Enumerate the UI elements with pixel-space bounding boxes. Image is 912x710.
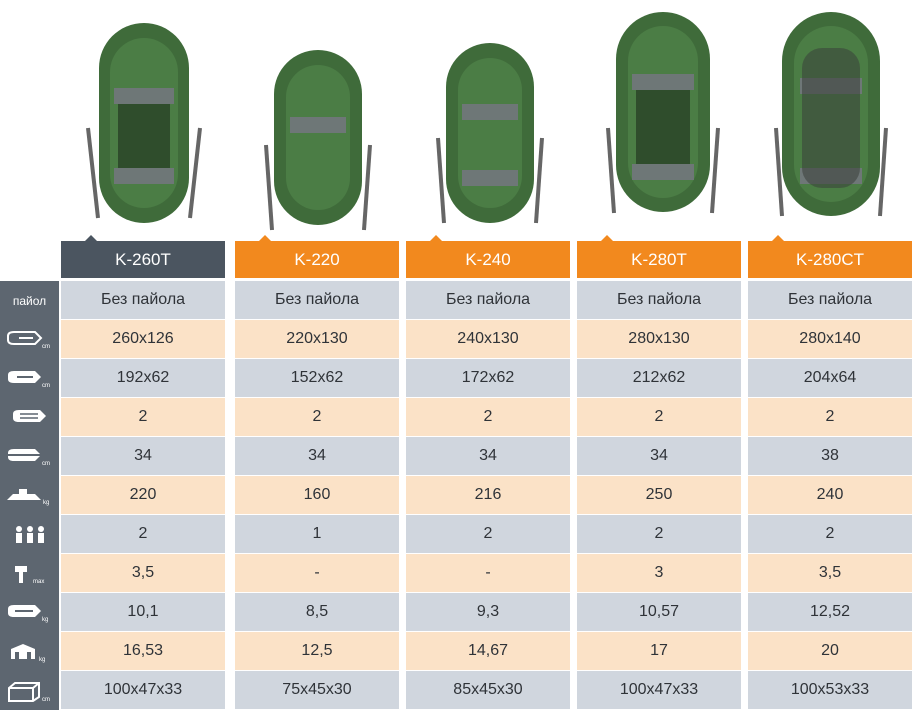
tab-notch	[85, 235, 97, 241]
table-cell: 250	[577, 476, 741, 514]
svg-text:cm: cm	[42, 461, 50, 467]
table-cell: 75x45x30	[235, 671, 399, 709]
table-cell: 2	[748, 515, 912, 553]
tab-k280t[interactable]: K-280T	[577, 235, 741, 278]
table-cell: 240x130	[406, 320, 570, 358]
boat-image-k280t	[606, 12, 720, 214]
table-cell: 3,5	[61, 554, 225, 592]
table-cell: 17	[577, 632, 741, 670]
tab-notch	[772, 235, 784, 241]
table-cell: 3,5	[748, 554, 912, 592]
boat-outer-size-icon: cm	[0, 320, 59, 359]
table-cell: 34	[235, 437, 399, 475]
table-cell: -	[406, 554, 570, 592]
table-cell: 100x47x33	[577, 671, 741, 709]
load-capacity-icon: kg	[0, 476, 59, 515]
boat-images	[0, 0, 912, 240]
svg-text:cm: cm	[42, 383, 50, 389]
spec-table: Без пайола Без пайола Без пайола Без пай…	[0, 281, 912, 710]
table-cell: 172x62	[406, 359, 570, 397]
table-cell: 2	[748, 398, 912, 436]
tab-label: K-240	[465, 250, 511, 269]
table-cell: 14,67	[406, 632, 570, 670]
table-cell: 2	[577, 515, 741, 553]
boat-image-k240	[436, 43, 544, 224]
model-tabs: K-260T K-220 K-240 K-280T K-280CT	[0, 235, 912, 278]
table-cell: 192x62	[61, 359, 225, 397]
table-cell: 2	[61, 515, 225, 553]
table-cell: 20	[748, 632, 912, 670]
table-cell: 8,5	[235, 593, 399, 631]
tab-k220[interactable]: K-220	[235, 235, 399, 278]
tab-notch	[601, 235, 613, 241]
table-cell: 38	[748, 437, 912, 475]
table-cell: 100x47x33	[61, 671, 225, 709]
table-cell: 220	[61, 476, 225, 514]
tab-k260t[interactable]: K-260T	[61, 235, 225, 278]
table-cell: Без пайола	[406, 281, 570, 319]
floor-label: пайол	[0, 281, 59, 320]
table-cell: 2	[406, 398, 570, 436]
table-cell: 2	[235, 398, 399, 436]
table-cell: 1	[235, 515, 399, 553]
svg-text:kg: kg	[43, 500, 49, 506]
tab-label: K-260T	[115, 250, 171, 269]
table-cell: 12,5	[235, 632, 399, 670]
table-cell: 10,57	[577, 593, 741, 631]
table-cell: Без пайола	[61, 281, 225, 319]
floor-label-text: пайол	[12, 293, 47, 308]
table-cell: 204x64	[748, 359, 912, 397]
table-cell: 34	[406, 437, 570, 475]
boat-chambers-icon	[0, 398, 59, 437]
table-cell: 3	[577, 554, 741, 592]
table-cell: 216	[406, 476, 570, 514]
table-cell: 2	[577, 398, 741, 436]
tab-k240[interactable]: K-240	[406, 235, 570, 278]
table-cell: 85x45x30	[406, 671, 570, 709]
tab-notch	[430, 235, 442, 241]
table-cell: 2	[61, 398, 225, 436]
table-cell: 12,52	[748, 593, 912, 631]
table-cell: 212x62	[577, 359, 741, 397]
table-cell: 34	[577, 437, 741, 475]
table-cell: 100x53x33	[748, 671, 912, 709]
table-cell: 160	[235, 476, 399, 514]
tab-k280ct[interactable]: K-280CT	[748, 235, 912, 278]
svg-text:cm: cm	[42, 697, 50, 702]
svg-text:cm: cm	[42, 344, 50, 350]
table-cell: Без пайола	[748, 281, 912, 319]
table-cell: 240	[748, 476, 912, 514]
table-cell: 34	[61, 437, 225, 475]
table-cell: 10,1	[61, 593, 225, 631]
boat-inner-size-icon: cm	[0, 359, 59, 398]
table-cell: 280x140	[748, 320, 912, 358]
table-cell: 16,53	[61, 632, 225, 670]
passengers-icon	[0, 515, 59, 554]
table-cell: 280x130	[577, 320, 741, 358]
boat-image-k220	[264, 50, 372, 231]
table-cell: 152x62	[235, 359, 399, 397]
table-cell: 2	[406, 515, 570, 553]
boat-weight-icon: kg	[0, 593, 59, 632]
svg-text:max: max	[33, 579, 44, 585]
table-cell: 9,3	[406, 593, 570, 631]
tab-label: K-280CT	[795, 250, 865, 269]
package-weight-icon: kg	[0, 632, 59, 671]
motor-power-icon: max	[0, 554, 59, 593]
svg-text:kg: kg	[39, 657, 45, 663]
spec-label-column: пайол cm cm cm kg max kg kg cm	[0, 281, 59, 710]
tab-notch	[259, 235, 271, 241]
table-cell: 260x126	[61, 320, 225, 358]
tab-label: K-280T	[631, 250, 687, 269]
tube-diameter-icon: cm	[0, 437, 59, 476]
boat-image-k260t	[86, 23, 202, 223]
tab-label: K-220	[294, 250, 340, 269]
package-size-icon: cm	[0, 671, 59, 710]
boat-image-k280ct	[774, 12, 888, 217]
table-cell: Без пайола	[577, 281, 741, 319]
table-cell: Без пайола	[235, 281, 399, 319]
table-cell: 220x130	[235, 320, 399, 358]
svg-text:kg: kg	[42, 617, 48, 623]
table-cell: -	[235, 554, 399, 592]
